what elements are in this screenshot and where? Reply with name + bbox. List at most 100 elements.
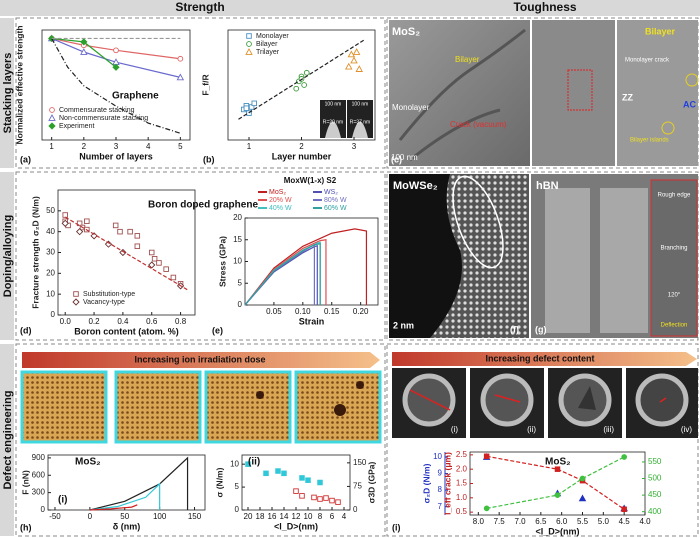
legend-label: Experiment [59,123,94,130]
x-tick-label: 10 [304,512,313,521]
image-label: Bilayer [645,26,676,36]
panel-frame [386,343,699,537]
marker [317,479,323,486]
marker [243,105,250,111]
y-tick-label: 150 [353,458,367,467]
image-label: MoWSe₂ [393,180,438,192]
marker [347,50,356,58]
marker [49,107,55,113]
series-line [64,216,189,291]
panel-letter: (i) [392,522,401,532]
y-tick-label: 20 [46,268,55,277]
marker [127,228,133,235]
image-label: Branching [660,246,687,252]
panel-frame [15,17,386,169]
legend-label: Non-commensurate stacking [59,115,148,122]
y-tick-label: 7 [438,502,443,511]
y-tick-label: 0 [235,505,240,514]
row-strip [0,344,14,536]
panel-letter: (a) [20,154,31,164]
series-line [486,456,625,509]
y-tick-label: 10 [230,459,239,468]
x-tick-label: 6.0 [556,517,568,526]
x-tick-label: 4 [342,512,347,521]
legend-label: Trilayer [256,49,280,56]
x-tick-label: -50 [49,512,61,521]
marker [246,41,252,47]
sem-row [392,368,698,438]
marker [299,493,305,499]
plot-title: MoxW(1-x) S2 [284,176,337,185]
marker [62,212,68,218]
x-tick-label: 20 [244,512,253,521]
marker [483,505,490,512]
row-label: Doping/alloying [2,215,14,298]
x-axis-label: Layer number [272,151,332,161]
x-tick-label: 1 [247,142,252,151]
x-tick-label: 7.0 [514,517,526,526]
x-tick-label: 7.5 [494,517,506,526]
legend-label: Commensurate stacking [59,107,135,114]
legend-label: 80% W [324,197,347,204]
marker [352,48,361,55]
marker [151,256,158,262]
marker [350,56,358,64]
image-label: (ii) [527,425,536,434]
x-tick-label: 100 [153,512,167,521]
annotation: Graphene [112,91,159,102]
header: Strength [175,0,224,14]
crack-arrow [494,394,521,403]
panel-letter: (c) [391,154,402,164]
y-axis-label: l_eff crack (μm) [442,452,452,515]
series-line [89,456,189,511]
inset-text: 100 nm [325,101,342,107]
defect-spot [334,404,346,416]
marker [579,475,586,482]
plot-frame [244,217,379,306]
marker [104,240,113,248]
y-axis-label: σ3D (GPa) [366,461,376,503]
x-tick-label: 0.8 [175,317,187,326]
marker [148,261,156,269]
marker [483,453,490,460]
inset-text: R=20 nm [323,119,343,125]
annotation: (ii) [248,457,260,468]
marker [281,470,287,477]
marker [177,55,184,62]
marker [554,492,561,498]
banner-text: Increasing defect content [485,353,594,363]
image-label: ZZ [622,92,633,102]
x-tick-label: 6 [330,512,335,521]
legend-label: Vacancy-type [83,299,125,306]
series-line [486,455,625,510]
y-tick-label: 400 [648,507,662,516]
x-tick-label: 3 [352,142,357,151]
x-tick-label: 4.5 [619,517,631,526]
y-axis-label: Stress (GPa) [217,236,227,287]
row-strip [0,18,14,168]
image-label: AC [683,99,696,109]
y-tick-label: 15 [233,235,242,244]
x-tick-label: 5 [178,142,183,151]
y-tick-label: 900 [32,453,46,462]
marker [80,38,88,46]
annotation: MoS₂ [75,457,101,468]
hole [480,373,534,427]
y-axis-label: σ (N/m) [214,467,224,497]
stm-image [114,370,202,444]
y-axis-label: Fracture strength σ₂D (N/m) [30,196,40,309]
image-label: hBN [536,180,559,192]
marker [73,291,79,297]
marker [293,85,300,92]
y-tick-label: 0 [353,505,358,514]
marker [344,62,353,70]
marker-circle [685,73,699,87]
y-axis-label: σ₂D (N/m) [421,463,431,503]
x-tick-label: 2 [82,142,87,151]
x-tick-label: 14 [280,512,289,521]
image-label: MoS₂ [392,26,420,38]
panel-letter: (g) [535,324,547,334]
x-tick-label: 0.2 [88,317,100,326]
y-axis-label: F_f/R [200,74,210,95]
image-label: (iv) [681,425,692,434]
